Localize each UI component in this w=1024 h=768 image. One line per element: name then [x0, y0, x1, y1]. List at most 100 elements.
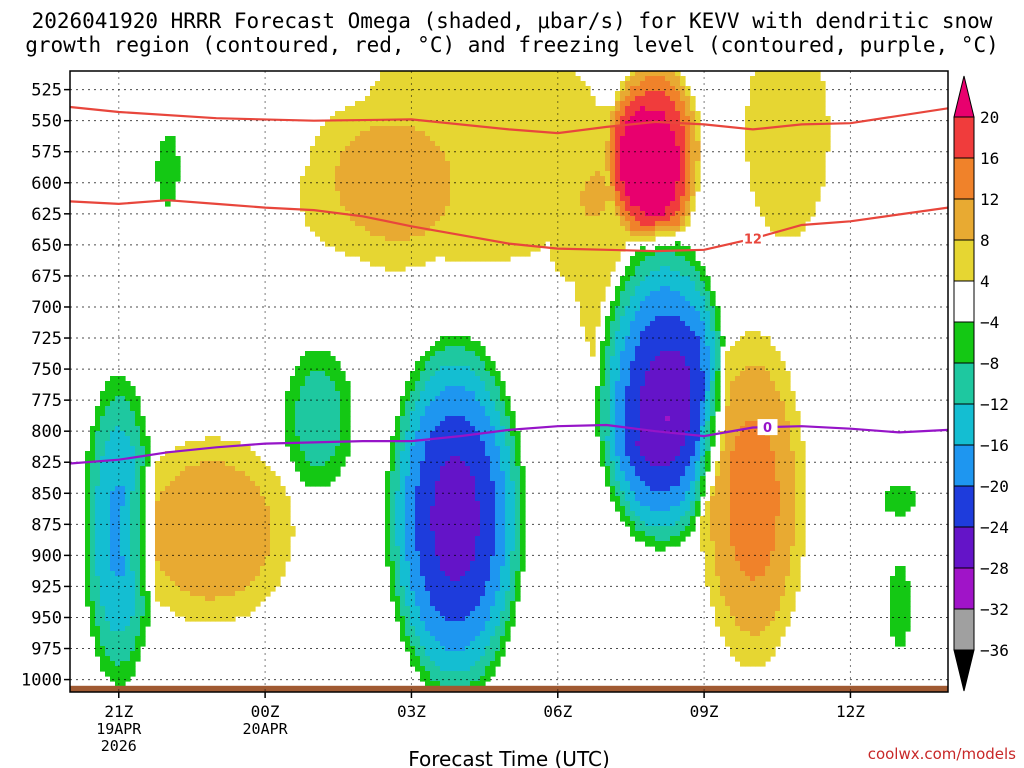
omega-cell [345, 391, 351, 397]
omega-cell [420, 666, 426, 672]
omega-cell [505, 481, 511, 487]
omega-cell [160, 176, 166, 182]
omega-cell [395, 176, 401, 182]
omega-cell [95, 521, 101, 527]
omega-cell [525, 86, 531, 92]
omega-cell [515, 111, 521, 117]
omega-cell [480, 426, 486, 432]
omega-cell [425, 536, 431, 542]
chart-title-line2: growth region (contoured, red, °C) and f… [25, 33, 999, 57]
omega-cell [405, 486, 411, 492]
omega-cell [440, 641, 446, 647]
omega-cell [425, 116, 431, 122]
omega-cell [460, 246, 466, 252]
omega-cell [265, 586, 271, 592]
omega-cell [250, 471, 256, 477]
omega-cell [445, 226, 451, 232]
omega-cell [495, 71, 501, 77]
omega-cell [100, 446, 106, 452]
omega-cell [520, 561, 526, 567]
omega-cell [485, 216, 491, 222]
omega-cell [495, 226, 501, 232]
omega-cell [130, 651, 136, 657]
omega-cell [200, 536, 206, 542]
omega-cell [435, 401, 441, 407]
omega-cell [465, 171, 471, 177]
omega-cell [240, 571, 246, 577]
omega-cell [310, 396, 316, 402]
omega-cell [315, 461, 321, 467]
omega-cell [520, 231, 526, 237]
omega-cell [445, 456, 451, 462]
omega-cell [495, 201, 501, 207]
omega-cell [455, 536, 461, 542]
omega-cell [120, 596, 126, 602]
omega-cell [335, 226, 341, 232]
omega-cell [165, 166, 171, 172]
omega-cell [425, 611, 431, 617]
omega-cell [480, 441, 486, 447]
omega-cell [425, 641, 431, 647]
omega-cell [360, 101, 366, 107]
omega-cell [445, 451, 451, 457]
omega-cell [95, 531, 101, 537]
omega-cell [430, 351, 436, 357]
omega-cell [205, 526, 211, 532]
omega-cell [455, 566, 461, 572]
omega-cell [400, 186, 406, 192]
omega-cell [425, 456, 431, 462]
omega-cell [490, 216, 496, 222]
omega-cell [330, 421, 336, 427]
omega-cell [340, 426, 346, 432]
omega-cell [455, 661, 461, 667]
omega-cell [415, 196, 421, 202]
omega-cell [270, 531, 276, 537]
omega-cell [450, 556, 456, 562]
omega-cell [465, 541, 471, 547]
omega-cell [175, 476, 181, 482]
omega-cell [195, 611, 201, 617]
omega-cell [495, 636, 501, 642]
omega-cell [315, 451, 321, 457]
omega-cell [380, 256, 386, 262]
omega-cell [495, 186, 501, 192]
omega-cell [205, 566, 211, 572]
omega-cell [465, 566, 471, 572]
omega-cell [415, 466, 421, 472]
omega-cell [255, 526, 261, 532]
omega-cell [455, 516, 461, 522]
omega-cell [395, 146, 401, 152]
omega-cell [510, 431, 516, 437]
omega-cell [480, 551, 486, 557]
omega-cell [320, 186, 326, 192]
omega-cell [455, 221, 461, 227]
omega-cell [450, 196, 456, 202]
omega-cell [200, 511, 206, 517]
omega-cell [470, 501, 476, 507]
omega-cell [445, 561, 451, 567]
omega-cell [360, 231, 366, 237]
omega-cell [190, 531, 196, 537]
omega-cell [320, 456, 326, 462]
omega-cell [485, 161, 491, 167]
omega-cell [480, 626, 486, 632]
omega-cell [405, 521, 411, 527]
omega-cell [140, 426, 146, 432]
omega-cell [210, 556, 216, 562]
omega-cell [430, 126, 436, 132]
omega-cell [250, 541, 256, 547]
omega-cell [445, 236, 451, 242]
omega-cell [310, 411, 316, 417]
omega-cell [425, 586, 431, 592]
omega-cell [375, 226, 381, 232]
omega-cell [480, 621, 486, 627]
omega-cell [425, 481, 431, 487]
omega-cell [410, 416, 416, 422]
omega-cell [320, 231, 326, 237]
omega-cell [285, 506, 291, 512]
omega-cell [430, 241, 436, 247]
omega-cell [475, 636, 481, 642]
omega-cell [465, 341, 471, 347]
omega-cell [420, 446, 426, 452]
omega-cell [300, 446, 306, 452]
